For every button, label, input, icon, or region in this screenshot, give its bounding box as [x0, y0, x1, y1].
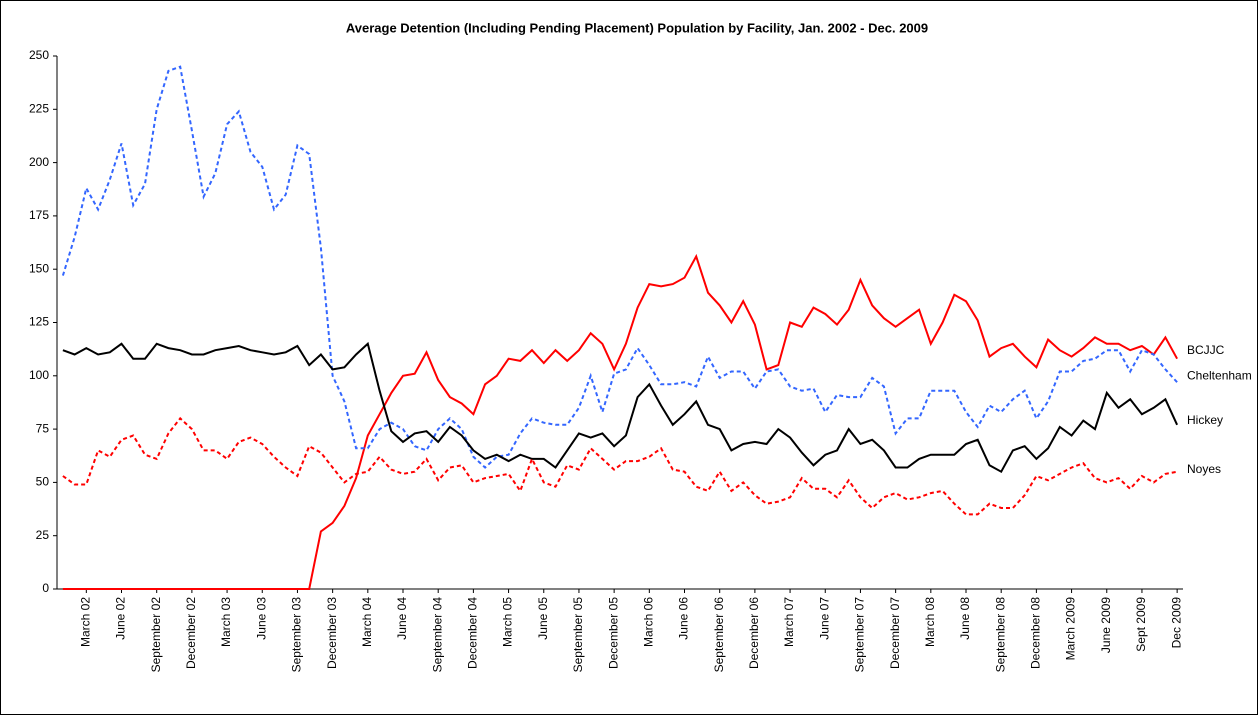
series-label: Noyes	[1187, 462, 1221, 476]
x-tick-label: December 03	[325, 597, 339, 669]
x-tick-label: March 05	[501, 597, 515, 647]
x-tick-label: December 08	[1029, 597, 1043, 669]
y-tick-label: 175	[29, 208, 49, 222]
x-tick-label: June 08	[958, 597, 972, 640]
series-label: BCJJC	[1187, 343, 1225, 357]
x-tick-label: March 02	[78, 597, 92, 647]
y-tick-label: 200	[29, 155, 49, 169]
y-tick-label: 50	[36, 475, 50, 489]
series-line	[62, 253, 1178, 590]
x-tick-label: June 04	[395, 597, 409, 640]
x-tick-label: March 07	[782, 597, 796, 647]
x-tick-label: Dec 2009	[1169, 597, 1183, 649]
x-tick-label: September 03	[290, 597, 304, 673]
x-tick-label: September 05	[571, 597, 585, 673]
x-tick-label: March 04	[360, 597, 374, 647]
x-tick-label: June 03	[254, 597, 268, 640]
series-line	[61, 65, 1178, 469]
series-line	[62, 341, 1179, 474]
y-tick-label: 225	[29, 101, 49, 115]
x-tick-label: March 03	[219, 597, 233, 647]
x-tick-label: June 06	[677, 597, 691, 640]
y-tick-label: 150	[29, 261, 49, 275]
x-tick-label: September 02	[149, 597, 163, 673]
series-label: Hickey	[1187, 413, 1223, 427]
x-tick-label: June 05	[536, 597, 550, 640]
x-tick-label: December 07	[888, 597, 902, 669]
x-tick-label: Sept 2009	[1134, 597, 1148, 652]
y-tick-label: 75	[36, 421, 50, 435]
x-tick-label: June 02	[114, 597, 128, 640]
x-tick-label: September 04	[430, 597, 444, 673]
series-label: Cheltenham	[1187, 368, 1252, 382]
x-tick-label: March 06	[641, 597, 655, 647]
x-tick-label: September 06	[712, 597, 726, 673]
y-tick-label: 0	[42, 581, 49, 595]
y-tick-label: 100	[29, 368, 49, 382]
series-line	[62, 416, 1178, 516]
x-tick-label: December 05	[606, 597, 620, 669]
x-tick-label: June 2009	[1099, 597, 1113, 653]
y-tick-label: 25	[36, 528, 50, 542]
chart-title: Average Detention (Including Pending Pla…	[346, 20, 928, 35]
x-tick-label: December 06	[747, 597, 761, 669]
x-tick-label: September 07	[853, 597, 867, 673]
y-tick-label: 125	[29, 315, 49, 329]
y-tick-label: 250	[29, 48, 49, 62]
x-tick-label: March 08	[923, 597, 937, 647]
x-tick-label: June 07	[817, 597, 831, 640]
x-tick-label: December 02	[184, 597, 198, 669]
x-tick-label: September 08	[993, 597, 1007, 673]
x-tick-label: December 04	[466, 597, 480, 669]
x-tick-label: March 2009	[1064, 597, 1078, 661]
